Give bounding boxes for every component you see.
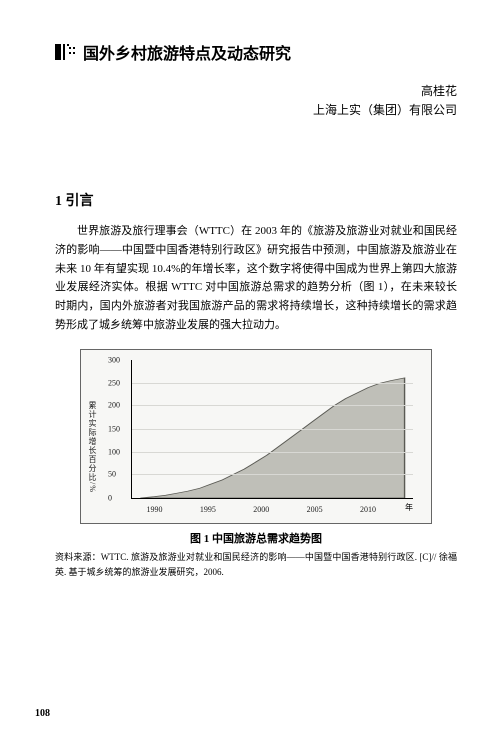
y-tick-label: 0 bbox=[108, 493, 112, 502]
x-unit-label: 年 bbox=[405, 502, 413, 513]
gridline bbox=[132, 383, 413, 384]
chart-ylabel: 累计实际增长百分比/% bbox=[87, 401, 98, 493]
title-row: 国外乡村旅游特点及动态研究 bbox=[55, 40, 457, 64]
y-tick-label: 50 bbox=[108, 470, 116, 479]
title-ornament-icon bbox=[55, 44, 77, 60]
chart-area: 05010015020025030019901995200020052010 bbox=[131, 360, 413, 499]
x-tick-label: 1995 bbox=[200, 505, 216, 514]
x-tick-label: 2010 bbox=[360, 505, 376, 514]
intro-paragraph: 世界旅游及旅行理事会（WTTC）在 2003 年的《旅游及旅游业对就业和国民经济… bbox=[55, 222, 457, 334]
gridline bbox=[132, 429, 413, 430]
y-tick-label: 100 bbox=[108, 447, 120, 456]
author-block: 高桂花 上海上实（集团）有限公司 bbox=[55, 82, 457, 120]
figure-1: 累计实际增长百分比/% 0501001502002503001990199520… bbox=[80, 349, 432, 524]
gridline bbox=[132, 474, 413, 475]
x-tick-label: 1990 bbox=[146, 505, 162, 514]
article-title: 国外乡村旅游特点及动态研究 bbox=[83, 40, 291, 64]
gridline bbox=[132, 405, 413, 406]
area-series bbox=[140, 377, 404, 497]
page-number: 108 bbox=[35, 708, 50, 719]
y-tick-label: 300 bbox=[108, 355, 120, 364]
y-tick-label: 150 bbox=[108, 424, 120, 433]
y-tick-label: 250 bbox=[108, 378, 120, 387]
figure-caption: 图 1 中国旅游总需求趋势图 bbox=[55, 530, 457, 546]
author-name: 高桂花 bbox=[55, 82, 457, 101]
y-tick-label: 200 bbox=[108, 401, 120, 410]
x-tick-label: 2005 bbox=[307, 505, 323, 514]
x-tick-label: 2000 bbox=[253, 505, 269, 514]
figure-source: 资料来源：WTTC. 旅游及旅游业对就业和国民经济的影响——中国暨中国香港特别行… bbox=[55, 550, 457, 581]
page: 国外乡村旅游特点及动态研究 高桂花 上海上实（集团）有限公司 1 引言 世界旅游… bbox=[0, 0, 502, 733]
gridline bbox=[132, 452, 413, 453]
author-affiliation: 上海上实（集团）有限公司 bbox=[55, 101, 457, 120]
section-heading: 1 引言 bbox=[55, 190, 457, 210]
